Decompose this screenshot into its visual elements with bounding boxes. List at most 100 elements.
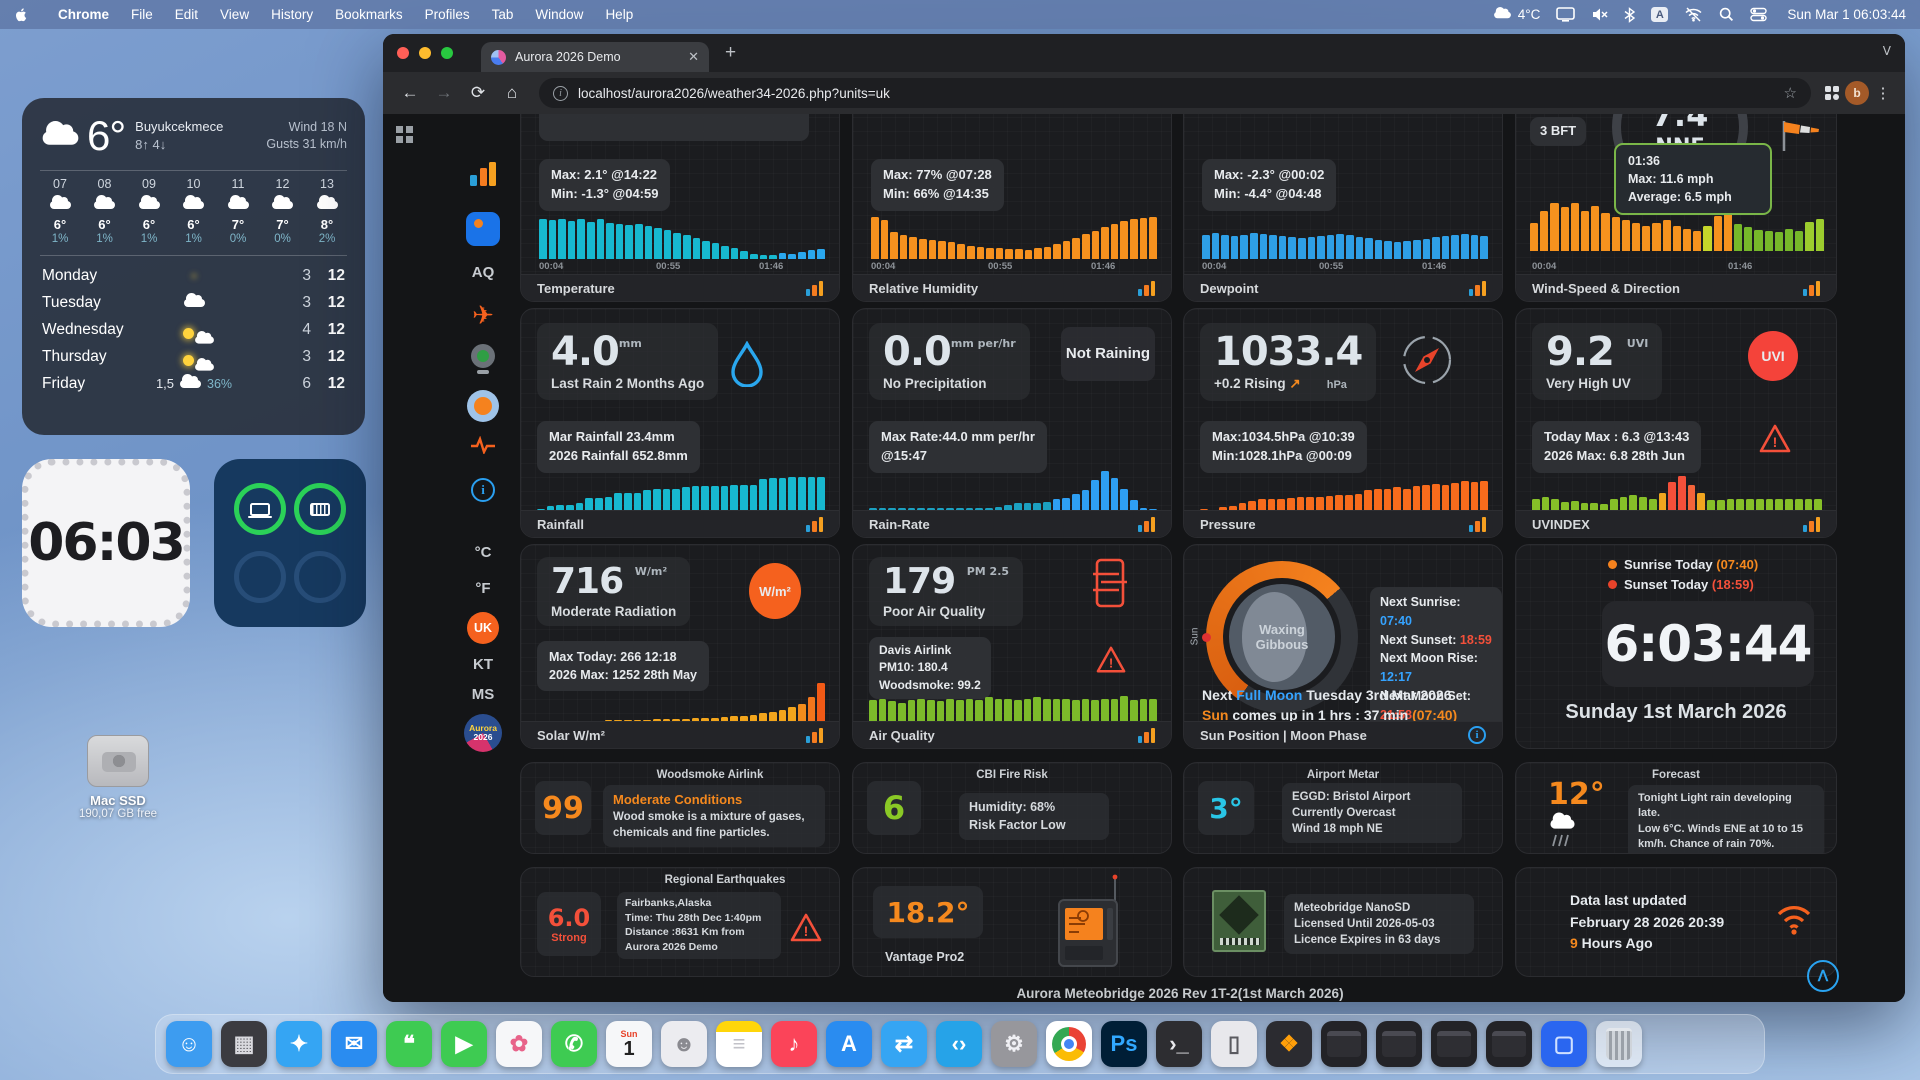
uv-index-card[interactable]: 9.2 UVI Very High UV UVI Today Max : 6.3… xyxy=(1515,308,1837,538)
sidebar-webcam-icon[interactable] xyxy=(453,344,513,374)
battery-widget[interactable] xyxy=(214,459,366,627)
card-footer[interactable]: UVINDEX xyxy=(1516,510,1836,537)
menu-item-bookmarks[interactable]: Bookmarks xyxy=(335,7,403,22)
dock-icon-iphone-mirroring[interactable]: ▯ xyxy=(1211,1021,1257,1067)
menu-item-window[interactable]: Window xyxy=(535,7,584,22)
maximize-window-button[interactable] xyxy=(441,47,453,59)
temperature-card[interactable]: Max: 2.1° @14:22 Min: -1.3° @04:59 00:04… xyxy=(520,114,840,302)
clock-card[interactable]: Sunrise Today (07:40) Sunset Today (18:5… xyxy=(1515,544,1837,749)
last-updated-card[interactable]: Data last updated February 28 2026 20:39… xyxy=(1515,867,1837,977)
rainfall-card[interactable]: 4.0mm Last Rain 2 Months Ago Mar Rainfal… xyxy=(520,308,840,538)
dock-icon-window-preview-1[interactable] xyxy=(1321,1021,1367,1067)
extensions-icon[interactable] xyxy=(1823,84,1841,102)
sidebar-unit-uk-selected[interactable]: UK xyxy=(453,612,513,644)
menu-item-view[interactable]: View xyxy=(220,7,250,22)
home-button[interactable]: ⌂ xyxy=(506,83,518,102)
sidebar-info-icon[interactable]: i xyxy=(453,478,513,502)
sidebar-solar-icon[interactable] xyxy=(453,390,513,422)
clock-widget[interactable]: 06:03 xyxy=(22,459,190,627)
dock-icon-launchpad[interactable]: ▦ xyxy=(221,1021,267,1067)
dock-icon-app-store[interactable]: A xyxy=(826,1021,872,1067)
menu-item-help[interactable]: Help xyxy=(605,7,634,22)
minimize-window-button[interactable] xyxy=(419,47,431,59)
sidebar-charts-icon[interactable] xyxy=(453,162,513,186)
dock-icon-photoshop[interactable]: Ps xyxy=(1101,1021,1147,1067)
menu-clock[interactable]: Sun Mar 1 06:03:44 xyxy=(1787,7,1906,22)
dock-icon-window-preview-2[interactable] xyxy=(1376,1021,1422,1067)
humidity-card[interactable]: Max: 77% @07:28 Min: 66% @14:35 00:04 00… xyxy=(852,114,1172,302)
card-footer[interactable]: Temperature xyxy=(521,274,839,301)
card-footer[interactable]: Pressure xyxy=(1184,510,1502,537)
dock-icon-contacts[interactable]: ☻ xyxy=(661,1021,707,1067)
menu-item-profiles[interactable]: Profiles xyxy=(424,7,470,22)
tab-close-icon[interactable]: ✕ xyxy=(688,49,699,64)
dock-icon-calendar[interactable]: Sun 1 xyxy=(606,1021,652,1067)
card-footer[interactable]: Solar W/m² xyxy=(521,721,839,748)
card-footer[interactable]: Relative Humidity xyxy=(853,274,1171,301)
card-footer[interactable]: Air Quality xyxy=(853,721,1171,748)
sidebar-weather-app-icon[interactable] xyxy=(453,212,513,246)
reload-button[interactable]: ⟳ xyxy=(470,83,486,102)
sidebar-pulse-icon[interactable] xyxy=(453,436,513,454)
tab-search-chevron-icon[interactable]: ᐯ xyxy=(1882,44,1891,58)
display-icon[interactable] xyxy=(1556,7,1576,22)
dock-icon-finder[interactable]: ☺ xyxy=(166,1021,212,1067)
air-quality-card[interactable]: 179 PM 2.5 Poor Air Quality Davis Airlin… xyxy=(852,544,1172,749)
airport-metar-card[interactable]: Airport Metar 3° EGGD: Bristol Airport C… xyxy=(1183,762,1503,854)
dock-icon-messages[interactable]: ❝ xyxy=(386,1021,432,1067)
woodsmoke-card[interactable]: Woodsmoke Airlink 99 Moderate Conditions… xyxy=(520,762,840,854)
address-bar[interactable]: i localhost/aurora2026/weather34-2026.ph… xyxy=(539,78,1811,108)
rain-rate-card[interactable]: 0.0mm per/hr No Precipitation Not Rainin… xyxy=(852,308,1172,538)
apple-menu-icon[interactable] xyxy=(14,7,29,22)
sidebar-air-quality-link[interactable]: AQ xyxy=(471,264,495,281)
browser-tab[interactable]: Aurora 2026 Demo ✕ xyxy=(481,42,709,72)
menu-item-file[interactable]: File xyxy=(131,7,153,22)
dock-icon-notes[interactable]: ≡ xyxy=(716,1021,762,1067)
vantage-card[interactable]: 18.2° Vantage Pro2 xyxy=(852,867,1172,977)
browser-menu-icon[interactable]: ⋮ xyxy=(1875,85,1891,102)
weather-status[interactable]: 4°C xyxy=(1492,6,1540,22)
dock-icon-photos[interactable]: ✿ xyxy=(496,1021,542,1067)
dock-icon-terminal[interactable]: ›_ xyxy=(1156,1021,1202,1067)
scroll-to-top-button[interactable]: ᐱ xyxy=(1807,960,1839,992)
dock-icon-music[interactable]: ♪ xyxy=(771,1021,817,1067)
close-window-button[interactable] xyxy=(397,47,409,59)
forward-button[interactable]: → xyxy=(435,83,453,102)
card-footer[interactable]: Dewpoint xyxy=(1184,274,1502,301)
weather-widget[interactable]: 6° Buyukcekmece 8↑ 4↓ Wind 18 N Gusts 31… xyxy=(22,98,365,435)
pressure-card[interactable]: 1033.4 +0.2 Rising ↗ hPa Max:1034.5hPa @1… xyxy=(1183,308,1503,538)
new-tab-button[interactable]: + xyxy=(725,42,737,63)
card-footer[interactable]: Rain-Rate xyxy=(853,510,1171,537)
card-footer[interactable]: Sun Position | Moon Phase i xyxy=(1184,721,1502,748)
sidebar-airport-icon[interactable]: ✈ xyxy=(472,300,494,330)
back-button[interactable]: ← xyxy=(401,83,419,102)
forecast-card[interactable]: Forecast 12° Tonight Light rain developi… xyxy=(1515,762,1837,854)
profile-avatar[interactable]: b xyxy=(1845,81,1869,105)
earthquakes-card[interactable]: Regional Earthquakes 6.0 Strong Fairbank… xyxy=(520,867,840,977)
solar-card[interactable]: 716 W/m² Moderate Radiation W/m² Max Tod… xyxy=(520,544,840,749)
dock-icon-trash[interactable] xyxy=(1596,1021,1642,1067)
card-footer[interactable]: Rainfall xyxy=(521,510,839,537)
bluetooth-icon[interactable] xyxy=(1624,6,1636,23)
card-footer[interactable]: Wind-Speed & Direction xyxy=(1516,274,1836,301)
sidebar-unit-celsius[interactable]: °C xyxy=(474,544,492,561)
sun-moon-card[interactable]: Waxing Gibbous Sun Next Sunrise: 07:40 Ne… xyxy=(1183,544,1503,749)
dock-icon-mail[interactable]: ✉ xyxy=(331,1021,377,1067)
wifi-off-icon[interactable] xyxy=(1684,7,1703,22)
dock-icon-external-display[interactable]: ▢ xyxy=(1541,1021,1587,1067)
sidebar-unit-knots[interactable]: KT xyxy=(473,656,493,673)
wind-card[interactable]: 7.4 NNE 3 BFT 01:36 Max: 11.6 mph Averag… xyxy=(1515,114,1837,302)
dock-icon-vscode[interactable]: ‹› xyxy=(936,1021,982,1067)
sidebar-unit-ms[interactable]: MS xyxy=(471,686,495,703)
dock-icon-davinci-resolve[interactable]: ❖ xyxy=(1266,1021,1312,1067)
fire-risk-card[interactable]: CBI Fire Risk 6 Humidity: 68% Risk Facto… xyxy=(852,762,1172,854)
nanosd-card[interactable]: Meteobridge NanoSD Licensed Until 2026-0… xyxy=(1183,867,1503,977)
dock-icon-settings[interactable]: ⚙ xyxy=(991,1021,1037,1067)
dock-icon-facetime[interactable]: ▶ xyxy=(441,1021,487,1067)
dewpoint-card[interactable]: Max: -2.3° @00:02 Min: -4.4° @04:48 00:0… xyxy=(1183,114,1503,302)
bookmark-star-icon[interactable]: ☆ xyxy=(1783,85,1797,102)
dock-icon-phone[interactable]: ✆ xyxy=(551,1021,597,1067)
site-info-icon[interactable]: i xyxy=(553,85,568,101)
menu-item-edit[interactable]: Edit xyxy=(174,7,199,22)
info-icon[interactable]: i xyxy=(1468,726,1486,744)
